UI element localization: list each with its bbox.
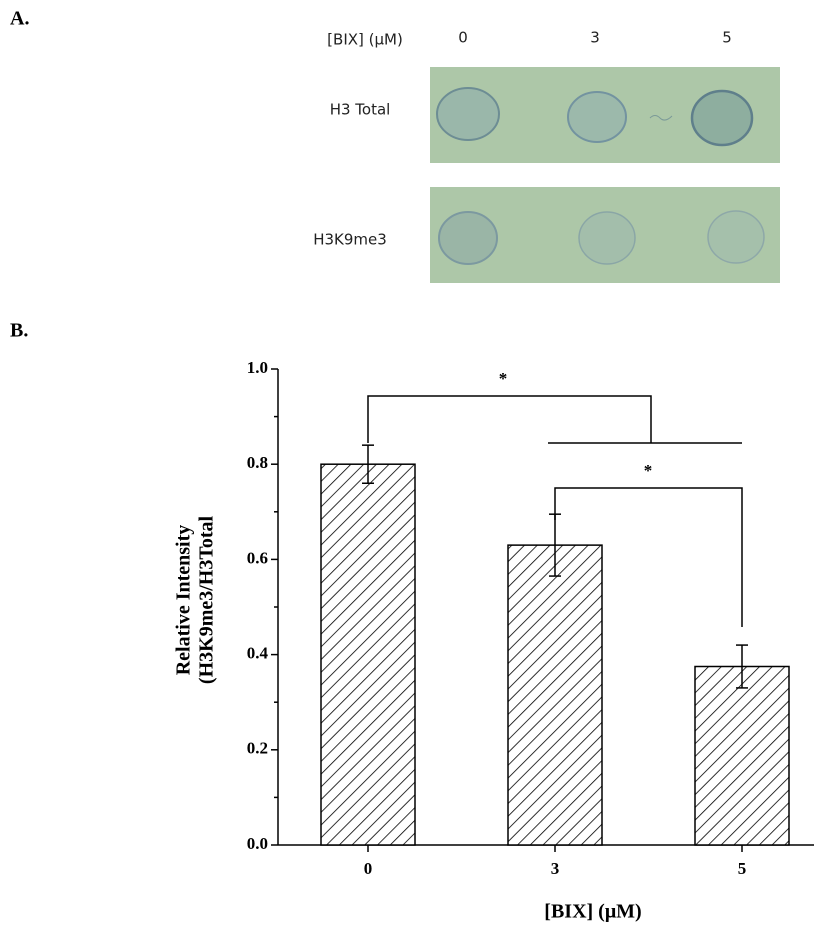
x-tick-label: 5 <box>738 859 747 878</box>
blot-image <box>430 67 780 283</box>
blot-row: H3K9me3 <box>313 231 387 249</box>
x-tick-label: 3 <box>551 859 560 878</box>
bar <box>695 667 789 846</box>
y-tick-label: 0.6 <box>247 548 268 567</box>
y-tick-label: 0.0 <box>247 834 268 853</box>
panel-label: B. <box>10 320 28 342</box>
blot-column: 5 <box>722 29 732 47</box>
figure: A. B. [BIX] (μM) 0 3 5 H3 Total H3K9me3 … <box>0 0 814 934</box>
y-axis-label: Relative Intensity <box>173 525 195 676</box>
blot-header: [BIX] (μM) <box>327 31 403 49</box>
blot-column: 3 <box>590 29 600 47</box>
y-tick-label: 0.8 <box>247 453 268 472</box>
blot-row: H3 Total <box>330 101 391 119</box>
y-axis-label: (H3K9me3/H3Total <box>196 515 218 684</box>
panel-label: A. <box>10 8 29 30</box>
significance-star: * <box>499 369 508 388</box>
bar <box>321 464 415 845</box>
y-tick-label: 0.4 <box>247 644 269 663</box>
significance-bracket <box>368 396 742 443</box>
y-tick-label: 1.0 <box>247 358 268 377</box>
significance-star: * <box>644 461 653 480</box>
bar <box>508 545 602 845</box>
x-axis-label: [BIX] (μM) <box>544 901 641 923</box>
x-tick-label: 0 <box>364 859 373 878</box>
y-tick-label: 0.2 <box>247 739 268 758</box>
blot-column: 0 <box>458 29 468 47</box>
